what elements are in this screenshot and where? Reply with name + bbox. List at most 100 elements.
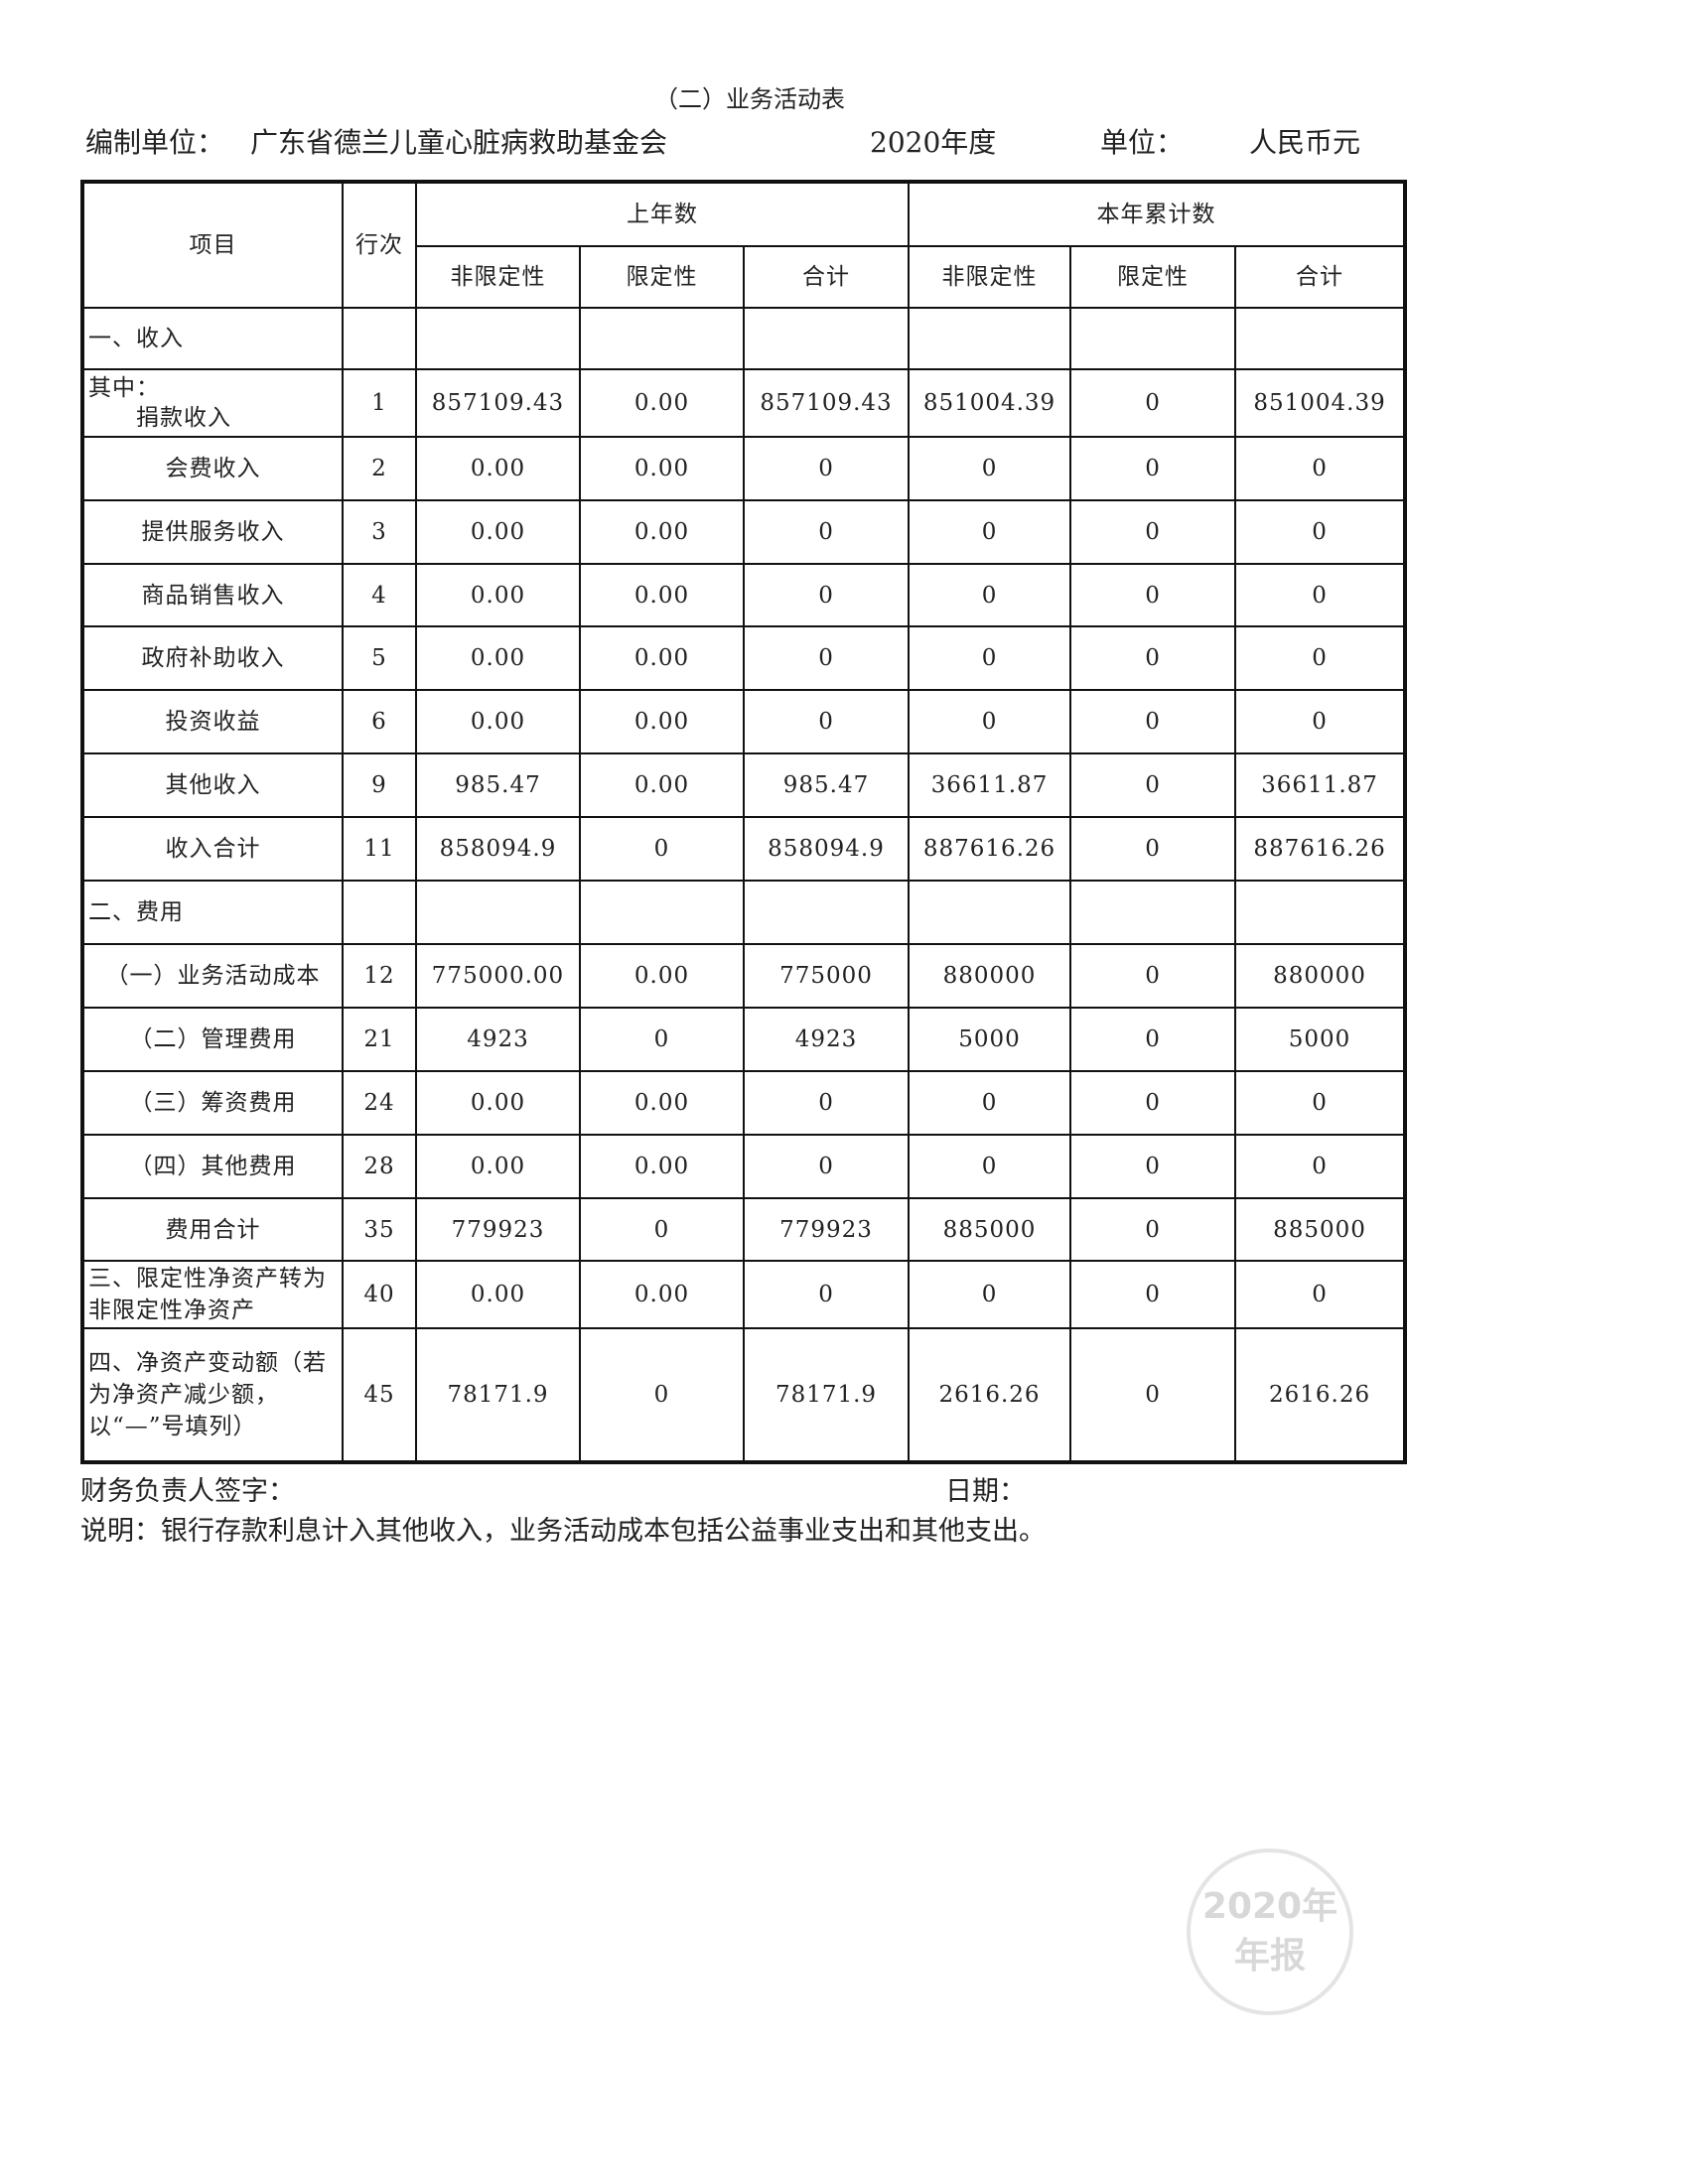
row-line-number: 1: [342, 368, 417, 438]
table-row: 一、收入: [81, 307, 1407, 370]
row-value: 0: [1234, 625, 1407, 691]
row-value: [1234, 880, 1407, 945]
table-row: 四、净资产变动额（若为净资产减少额，以“—”号填列） 45 78171.9 0 7817…: [81, 1327, 1407, 1463]
date-label: 日期：: [945, 1476, 1026, 1507]
row-value: 0: [908, 1134, 1072, 1199]
row-value: 0: [1069, 1197, 1237, 1262]
row-value: 0.00: [579, 436, 745, 501]
row-value: 0: [742, 499, 911, 565]
table-row: （三）筹资费用 24 0.00 0.00 0 0 0 0: [81, 1070, 1407, 1136]
row-value: 0: [1069, 499, 1237, 565]
note-text: 说明：银行存款利息计入其他收入，业务活动成本包括公益事业支出和其他支出。: [80, 1516, 1046, 1547]
row-value: 2616.26: [908, 1327, 1072, 1463]
row-value: 0: [1069, 943, 1237, 1009]
header-col-3: 非限定性: [908, 245, 1072, 309]
header-col-5: 合计: [1234, 245, 1407, 309]
row-value: 0: [1234, 689, 1407, 754]
row-value: 0: [908, 499, 1072, 565]
row-value: 0: [742, 625, 911, 691]
header-line: 行次: [342, 181, 417, 309]
row-value: 779923: [742, 1197, 911, 1262]
table-row: 商品销售收入 4 0.00 0.00 0 0 0 0: [81, 563, 1407, 627]
row-value: 0: [1069, 436, 1237, 501]
row-value: [415, 307, 581, 370]
row-line-number: 9: [342, 752, 417, 818]
table-row: 费用合计 35 779923 0 779923 885000 0 885000: [81, 1197, 1407, 1262]
row-value: 887616.26: [908, 816, 1072, 882]
org-label: 编制单位：: [85, 126, 225, 159]
row-line-number: 4: [342, 563, 417, 627]
row-item-label: 捐款收入: [136, 405, 231, 431]
row-value: 0: [579, 1007, 745, 1072]
row-value: 0: [908, 563, 1072, 627]
table-row: 提供服务收入 3 0.00 0.00 0 0 0 0: [81, 499, 1407, 565]
row-value: 5000: [908, 1007, 1072, 1072]
row-value: 985.47: [415, 752, 581, 818]
row-line-number: 6: [342, 689, 417, 754]
row-value: 0: [1069, 1134, 1237, 1199]
row-value: 775000.00: [415, 943, 581, 1009]
row-value: 775000: [742, 943, 911, 1009]
row-value: 0: [742, 563, 911, 627]
table-row: 其他收入 9 985.47 0.00 985.47 36611.87 0 36611.87: [81, 752, 1407, 818]
stamp-line1: 2020年: [1201, 1886, 1338, 1927]
row-value: 858094.9: [415, 816, 581, 882]
row-line-number: 3: [342, 499, 417, 565]
row-value: [908, 307, 1072, 370]
header-item: 项目: [81, 181, 344, 309]
row-value: 0: [1069, 689, 1237, 754]
row-value: 0.00: [415, 625, 581, 691]
row-value: 857109.43: [742, 368, 911, 438]
row-line-number: 11: [342, 816, 417, 882]
row-value: 0: [1069, 563, 1237, 627]
table-row: 投资收益 6 0.00 0.00 0 0 0 0: [81, 689, 1407, 754]
row-item: 投资收益: [81, 689, 344, 754]
activity-table: 项目 行次 上年数 本年累计数 非限定性 限定性 合计 非限定性 限定性 合计 一、收入其…: [80, 180, 1408, 1464]
row-value: 0: [1234, 1070, 1407, 1136]
row-value: [1069, 880, 1237, 945]
row-value: 0.00: [415, 1070, 581, 1136]
row-line-number: 5: [342, 625, 417, 691]
row-value: 0: [742, 1070, 911, 1136]
row-value: [1234, 307, 1407, 370]
row-value: 0: [908, 625, 1072, 691]
row-value: 985.47: [742, 752, 911, 818]
row-value: 0.00: [579, 625, 745, 691]
row-item: 商品销售收入: [81, 563, 344, 627]
row-item: 四、净资产变动额（若为净资产减少额，以“—”号填列）: [81, 1327, 344, 1463]
row-item: 费用合计: [81, 1197, 344, 1262]
header-this-year: 本年累计数: [908, 181, 1407, 247]
row-value: 4923: [415, 1007, 581, 1072]
row-value: 0: [1069, 1327, 1237, 1463]
unit-label: 单位：: [1100, 126, 1185, 159]
row-value: 858094.9: [742, 816, 911, 882]
header-prev-year: 上年数: [414, 181, 911, 247]
row-line-number: 12: [342, 943, 417, 1009]
row-item: 二、费用: [81, 880, 344, 945]
row-value: [579, 880, 745, 945]
annual-report-stamp: 2020年 年报: [1187, 1848, 1353, 2015]
row-line-number: 45: [342, 1327, 417, 1463]
row-value: [415, 880, 581, 945]
row-value: 885000: [908, 1197, 1072, 1262]
row-value: 885000: [1234, 1197, 1407, 1262]
table-row: 收入合计 11 858094.9 0 858094.9 887616.26 0 887616.…: [81, 816, 1407, 882]
row-value: 0: [1234, 436, 1407, 501]
row-value: 0: [908, 1260, 1072, 1329]
row-value: 0.00: [579, 689, 745, 754]
row-value: 0: [1234, 499, 1407, 565]
row-line-number: [342, 307, 417, 370]
row-value: [908, 880, 1072, 945]
row-item: 收入合计: [81, 816, 344, 882]
table-row: （四）其他费用 28 0.00 0.00 0 0 0 0: [81, 1134, 1407, 1199]
row-value: 0.00: [579, 1134, 745, 1199]
row-value: 0: [1234, 563, 1407, 627]
row-line-number: 2: [342, 436, 417, 501]
row-value: 0: [1234, 1260, 1407, 1329]
row-value: 880000: [1234, 943, 1407, 1009]
row-item: （一）业务活动成本: [81, 943, 344, 1009]
row-value: 0.00: [579, 368, 745, 438]
row-value: 0: [742, 689, 911, 754]
page-title: （二）业务活动表: [654, 85, 845, 113]
row-line-number: 21: [342, 1007, 417, 1072]
